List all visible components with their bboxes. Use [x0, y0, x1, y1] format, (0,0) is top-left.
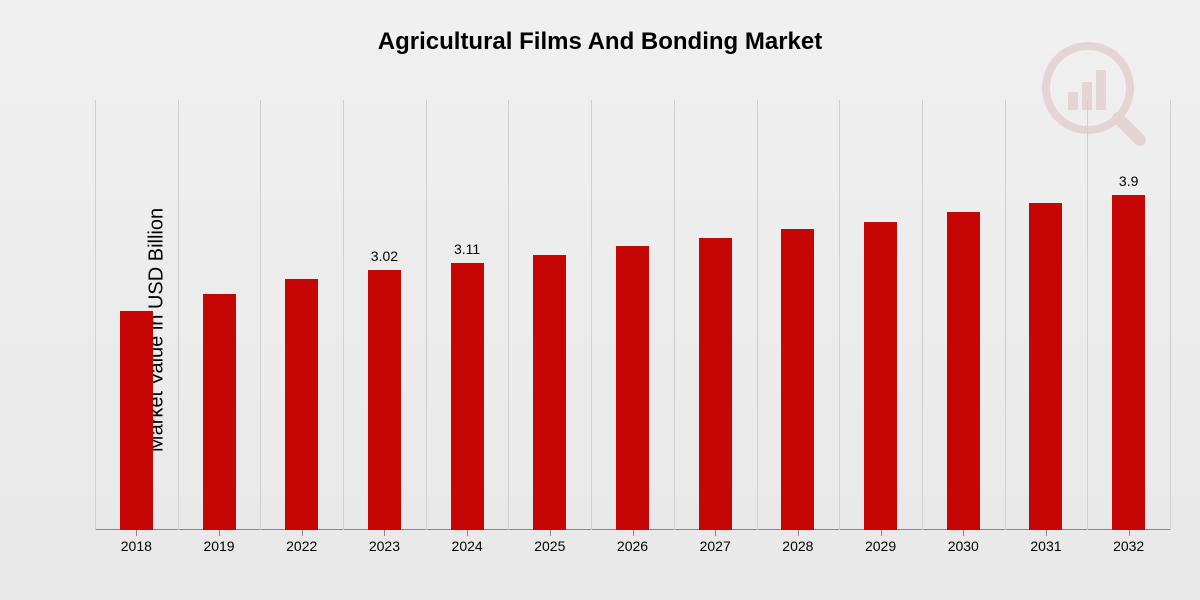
- bar: 3.02: [368, 270, 401, 530]
- x-axis-label: 2018: [121, 538, 152, 554]
- bar-value-label: 3.9: [1119, 173, 1138, 189]
- x-axis-label: 2031: [1030, 538, 1061, 554]
- grid-line: [343, 100, 344, 530]
- bar: [616, 246, 649, 530]
- bar: [120, 311, 153, 530]
- bar: [699, 238, 732, 530]
- bar: [533, 255, 566, 530]
- x-tick: [384, 530, 385, 536]
- grid-line: [1005, 100, 1006, 530]
- grid-line: [178, 100, 179, 530]
- grid-line: [922, 100, 923, 530]
- bar: [947, 212, 980, 530]
- grid-line: [591, 100, 592, 530]
- x-tick: [136, 530, 137, 536]
- grid-line: [426, 100, 427, 530]
- x-axis-label: 2028: [782, 538, 813, 554]
- plot-area: 2018201920223.0220233.112024202520262027…: [95, 100, 1170, 530]
- x-axis-label: 2032: [1113, 538, 1144, 554]
- x-tick: [963, 530, 964, 536]
- x-tick: [633, 530, 634, 536]
- bar: [285, 279, 318, 530]
- x-tick: [302, 530, 303, 536]
- grid-line: [839, 100, 840, 530]
- x-axis-label: 2024: [452, 538, 483, 554]
- grid-line: [674, 100, 675, 530]
- x-tick: [881, 530, 882, 536]
- bar: [1029, 203, 1062, 530]
- x-tick: [1129, 530, 1130, 536]
- bar: 3.9: [1112, 195, 1145, 530]
- bar-value-label: 3.02: [371, 248, 398, 264]
- x-tick: [798, 530, 799, 536]
- grid-line: [95, 100, 96, 530]
- x-axis-label: 2029: [865, 538, 896, 554]
- x-tick: [219, 530, 220, 536]
- x-axis-label: 2027: [700, 538, 731, 554]
- x-tick: [550, 530, 551, 536]
- x-axis-label: 2026: [617, 538, 648, 554]
- x-tick: [467, 530, 468, 536]
- grid-line: [1170, 100, 1171, 530]
- x-axis-label: 2030: [948, 538, 979, 554]
- bar: [203, 294, 236, 531]
- grid-line: [1087, 100, 1088, 530]
- x-axis-label: 2022: [286, 538, 317, 554]
- grid-line: [757, 100, 758, 530]
- chart-title: Agricultural Films And Bonding Market: [0, 0, 1200, 56]
- chart-container: Market Value in USD Billion 201820192022…: [75, 100, 1170, 560]
- grid-line: [260, 100, 261, 530]
- bar-value-label: 3.11: [454, 241, 480, 257]
- x-axis-label: 2025: [534, 538, 565, 554]
- bar: 3.11: [451, 263, 484, 530]
- bar: [864, 222, 897, 530]
- x-axis-label: 2019: [203, 538, 234, 554]
- x-axis-label: 2023: [369, 538, 400, 554]
- grid-line: [508, 100, 509, 530]
- x-tick: [715, 530, 716, 536]
- x-tick: [1046, 530, 1047, 536]
- bar: [781, 229, 814, 530]
